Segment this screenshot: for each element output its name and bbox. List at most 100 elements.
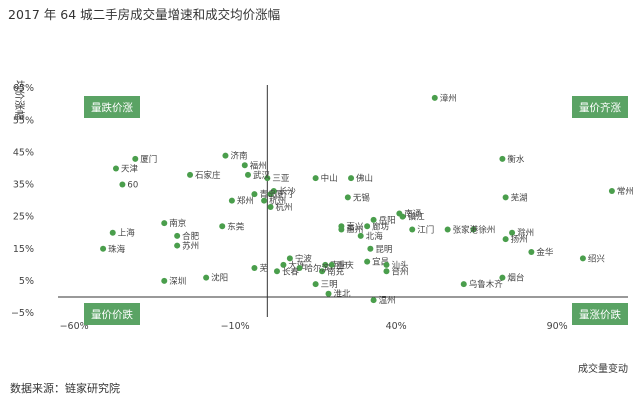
- data-point: [161, 220, 168, 227]
- data-point-label: 60: [127, 181, 138, 191]
- data-point-label: 武汉: [253, 170, 271, 181]
- data-point: [444, 226, 451, 233]
- data-point-label: 长春: [282, 266, 300, 277]
- y-tick-label: 5%: [19, 276, 34, 287]
- data-point: [100, 245, 107, 252]
- data-point: [119, 181, 126, 188]
- data-point: [399, 213, 406, 220]
- data-point: [367, 245, 374, 252]
- data-point: [312, 281, 319, 288]
- y-tick-label: 35%: [13, 180, 34, 191]
- data-point: [528, 248, 535, 255]
- data-point: [502, 236, 509, 243]
- data-point-label: 无锡: [353, 193, 371, 203]
- data-point: [325, 290, 332, 297]
- data-point-label: 杭州: [276, 202, 293, 213]
- data-point-label: 惠州: [346, 225, 363, 236]
- data-point-label: 东莞: [227, 221, 245, 232]
- data-source: 数据来源：链家研究院: [10, 382, 120, 395]
- data-point: [174, 232, 181, 239]
- y-tick-label: 25%: [13, 212, 34, 223]
- data-point-label: 郑州: [237, 196, 254, 207]
- data-point-label: 嘉兴: [346, 221, 364, 232]
- data-point: [251, 265, 258, 272]
- data-point: [460, 281, 467, 288]
- data-point-label: 厦门: [276, 189, 293, 200]
- y-tick-label: 55%: [13, 115, 34, 126]
- axes-group: [58, 85, 628, 317]
- data-point-label: 深圳: [169, 276, 186, 287]
- data-point-label: 张家港: [453, 225, 479, 236]
- y-tick-label: 15%: [13, 244, 34, 255]
- data-point: [280, 261, 287, 268]
- data-point-label: 常州: [617, 186, 634, 197]
- data-point: [219, 223, 226, 230]
- data-point: [245, 171, 251, 178]
- data-point-label: 杭州: [269, 196, 286, 207]
- data-point-label: 北海: [366, 231, 384, 242]
- data-point-label: 镇江: [408, 212, 426, 223]
- data-point-label: 南通: [404, 208, 422, 219]
- data-point: [112, 165, 119, 172]
- data-point: [328, 261, 335, 268]
- data-point-label: 厦门: [140, 154, 157, 165]
- data-point-label: 三亚: [272, 174, 290, 184]
- quadrant-label-bottom-left: 量价价跌: [91, 308, 133, 321]
- data-point-label: 上海: [118, 228, 136, 239]
- data-point-label: 滁州: [517, 228, 534, 239]
- data-point: [296, 265, 303, 272]
- data-point-label: 江门: [417, 225, 434, 236]
- data-point: [579, 255, 586, 262]
- data-point-label: 金华: [536, 247, 554, 258]
- data-point: [499, 155, 506, 162]
- data-point: [251, 191, 258, 198]
- data-point-label: 珠海: [108, 244, 126, 255]
- data-point-label: 台州: [391, 266, 408, 277]
- data-point-label: 乌鲁木齐: [469, 279, 504, 290]
- quadrant-label-bottom-right: 量涨价跌: [579, 308, 621, 321]
- data-point-label: 长沙: [279, 186, 297, 197]
- data-point: [344, 194, 351, 201]
- y-tick-label: 65%: [13, 83, 34, 94]
- x-tick-label: 40%: [386, 321, 407, 332]
- x-tick-label: 90%: [547, 321, 568, 332]
- data-point: [267, 191, 274, 198]
- data-point-label: 青岛: [259, 189, 276, 200]
- data-point-label: 徐州: [478, 225, 495, 236]
- data-point-label: 大连: [288, 260, 306, 271]
- data-point-label: 合肥: [182, 231, 200, 242]
- data-point-label: 淮北: [334, 289, 352, 300]
- data-point: [203, 274, 210, 281]
- quadrant-box-top-right: [572, 96, 628, 118]
- data-point-label: 芜: [259, 263, 268, 274]
- data-point: [608, 187, 615, 194]
- data-point-label: 哈尔滨: [305, 263, 331, 274]
- data-point-label: 温州: [379, 295, 396, 306]
- data-point-label: 济南: [230, 151, 247, 162]
- data-point: [187, 171, 194, 178]
- data-point-label: 福州: [250, 160, 267, 171]
- data-point: [409, 226, 416, 233]
- data-point: [509, 229, 516, 236]
- y-tick-label: −5%: [11, 308, 34, 319]
- data-point: [241, 162, 248, 169]
- data-point-label: 南宁: [330, 260, 347, 271]
- y-tick-group: 65% 55% 45% 35% 25% 15% 5% −5% −60% −10% 40% 90%: [11, 83, 568, 332]
- quadrant-box-bottom-right: [572, 303, 628, 325]
- data-point-label: 宜昌: [372, 257, 389, 268]
- data-point: [370, 297, 377, 304]
- data-point-label: 烟台: [507, 273, 524, 284]
- data-point-label: 沈阳: [211, 273, 228, 284]
- data-point: [109, 229, 116, 236]
- data-point: [348, 175, 355, 182]
- data-point: [364, 258, 371, 265]
- data-point: [319, 268, 326, 275]
- data-point: [161, 277, 168, 284]
- x-axis-label: 成交量变动: [578, 362, 628, 375]
- data-point-label: 苏州: [182, 241, 199, 252]
- data-point: [322, 261, 329, 268]
- quadrant-label-top-right: 量价齐涨: [579, 101, 621, 114]
- data-point-label: 衡水: [507, 154, 525, 165]
